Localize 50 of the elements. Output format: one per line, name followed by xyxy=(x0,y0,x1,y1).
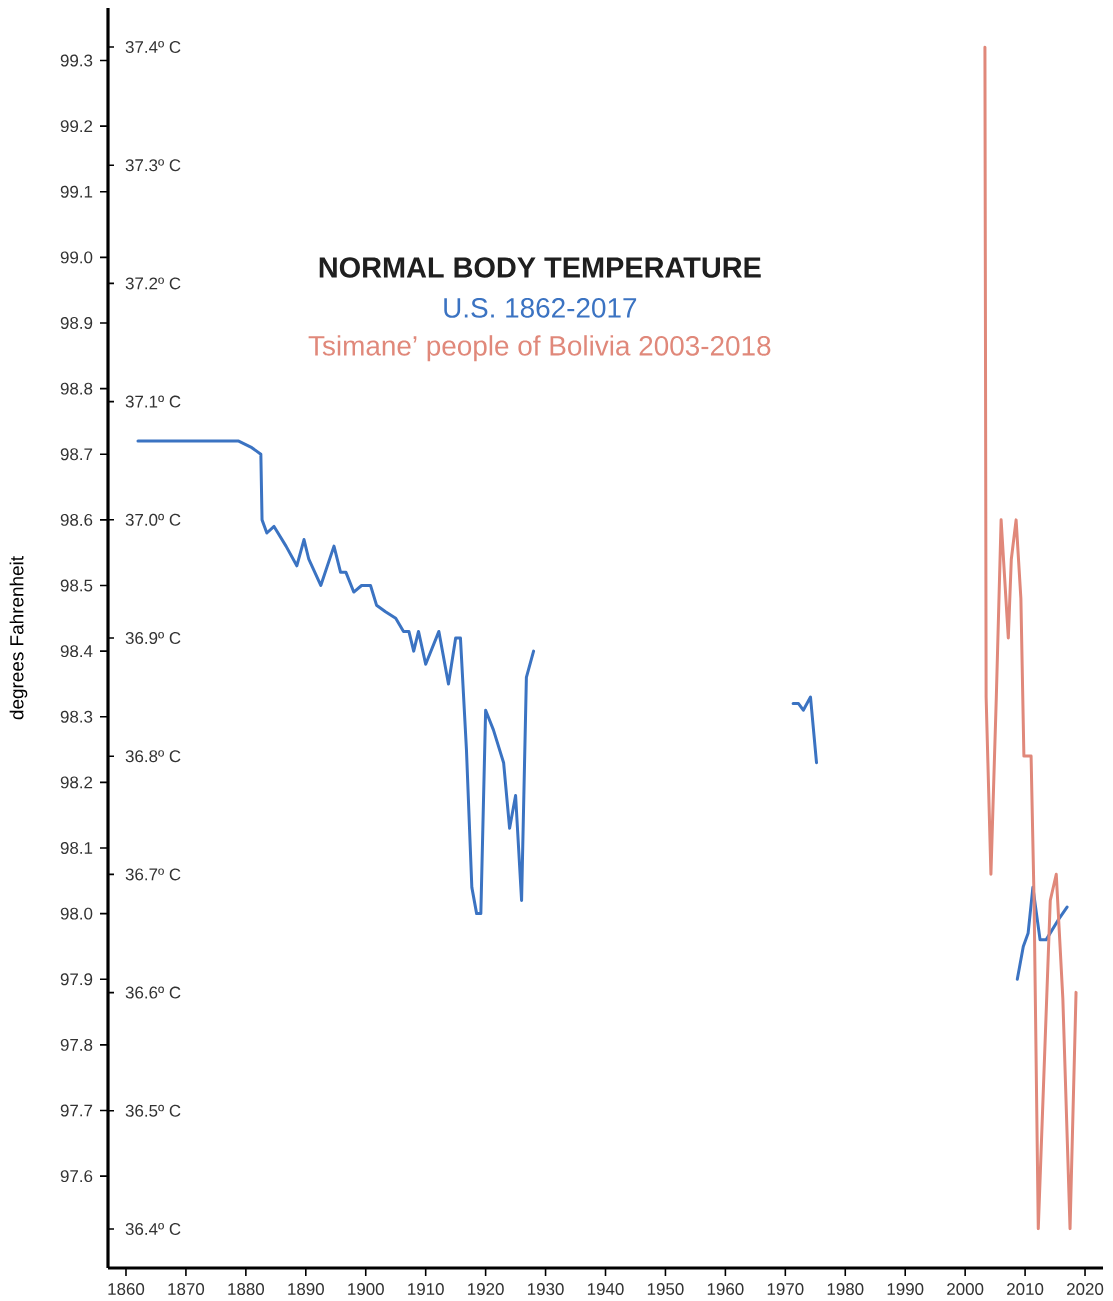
x-tick-label: 1960 xyxy=(707,1283,744,1296)
y-tick-label: 97.9 xyxy=(60,973,93,986)
y2-tick-label: 36.7º C xyxy=(125,868,181,881)
x-tick-label: 2000 xyxy=(947,1283,984,1296)
y2-tick-label: 37.3º C xyxy=(125,159,181,172)
y2-tick-label: 37.1º C xyxy=(125,395,181,408)
text: NORMAL BODY TEMPERATURE xyxy=(319,257,761,278)
y-tick-label: 98.8 xyxy=(60,382,93,395)
y-tick-label: 98.5 xyxy=(60,579,93,592)
x-tick-label: 1900 xyxy=(348,1283,384,1296)
x-tick-label: 1940 xyxy=(587,1283,624,1296)
y-tick-label: 97.6 xyxy=(60,1170,93,1183)
x-tick-label: 1860 xyxy=(108,1283,145,1296)
y-tick-label: 99.1 xyxy=(60,185,93,198)
x-tick-label: 1950 xyxy=(647,1283,684,1296)
y-tick-label: 99.3 xyxy=(60,54,93,67)
x-tick-label: 2020 xyxy=(1067,1283,1104,1296)
y-tick-label: 98.7 xyxy=(60,448,93,461)
y-tick-label: 98.3 xyxy=(60,710,93,723)
text: Tsimane’ people of Bolivia 2003-2018 xyxy=(308,335,771,362)
y-tick-label: 98.9 xyxy=(60,317,93,329)
y2-tick-label: 36.5º C xyxy=(125,1104,181,1117)
x-tick-label: 1980 xyxy=(827,1283,864,1296)
y2-tick-label: 36.9º C xyxy=(125,631,181,644)
y2-tick-label: 36.4º C xyxy=(125,1222,181,1235)
x-tick-label: 1870 xyxy=(168,1283,205,1296)
y-tick-label: 97.8 xyxy=(60,1038,93,1051)
y2-tick-label: 37.0º C xyxy=(125,513,181,526)
y-tick-label: 99.2 xyxy=(60,120,93,133)
y-tick-label: 98.0 xyxy=(60,907,93,920)
y-tick-label: 98.1 xyxy=(60,842,93,854)
y2-tick-label: 37.2º C xyxy=(125,277,181,290)
x-tick-label: 2010 xyxy=(1007,1283,1044,1296)
y2-tick-label: 36.6º C xyxy=(125,986,181,999)
y-tick-label: 98.4 xyxy=(60,645,93,658)
y-tick-label: 97.7 xyxy=(60,1104,93,1117)
x-tick-label: 1970 xyxy=(767,1283,804,1296)
x-tick-label: 1890 xyxy=(288,1283,324,1296)
x-tick-label: 1930 xyxy=(528,1283,564,1296)
y2-tick-label: 37.4º C xyxy=(125,40,181,53)
y-tick-label: 98.6 xyxy=(60,513,93,526)
x-tick-label: 1920 xyxy=(468,1283,504,1296)
x-tick-label: 1910 xyxy=(408,1283,444,1296)
text: U.S. 1862-2017 xyxy=(444,297,637,318)
y-tick-label: 98.2 xyxy=(60,776,93,789)
x-tick-label: 1990 xyxy=(887,1283,924,1296)
y-axis-title: degrees Fahrenheit xyxy=(9,556,28,720)
x-tick-label: 1880 xyxy=(228,1283,265,1296)
y-tick-label: 99.0 xyxy=(60,251,93,264)
y2-tick-label: 36.8º C xyxy=(125,750,181,763)
